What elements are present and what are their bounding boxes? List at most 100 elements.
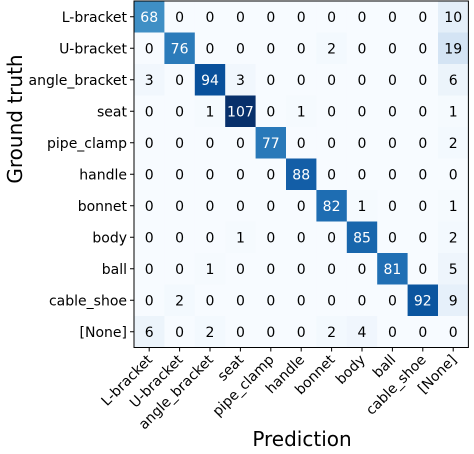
heatmap-cell-r5-c8 [377,158,408,191]
cell-value-label-r7-c5: 0 [297,230,306,246]
heatmap-cell-r3-c5 [286,95,317,128]
heatmap-cell-r10-c7 [346,316,378,348]
cell-value-label-r1-c5: 0 [297,41,306,57]
heatmap-cell-r4-c6 [316,127,348,159]
heatmap-cell-r1-c3 [225,32,256,65]
cell-value-label-r6-c9: 0 [418,199,427,215]
cell-value-label-r0-c10: 10 [444,10,462,26]
cell-value-label-r2-c7: 0 [358,73,367,89]
heatmap-cell-r3-c9 [407,95,439,128]
heatmap-cell-r1-c1 [164,32,196,65]
heatmap-cell-r1-c8 [377,32,408,65]
cell-value-label-r8-c1: 0 [175,262,184,278]
heatmap-cell-r10-c1 [164,316,196,348]
cell-value-label-r9-c2: 0 [206,293,215,309]
heatmap-cell-r8-c10 [438,253,469,285]
heatmap-cell-r8-c3 [225,253,256,285]
heatmap-cell-r0-c5 [286,1,317,33]
cell-value-label-r3-c5: 1 [297,104,306,120]
heatmap-cell-r3-c10 [438,95,469,128]
cell-value-label-r4-c10: 2 [449,136,458,152]
heatmap-cell-r0-c7 [346,1,378,33]
heatmap-cell-r5-c9 [407,158,439,191]
heatmap-cell-r1-c0 [134,32,165,65]
x-tick-labels: L-bracketU-bracketangle_bracketseatpipe_… [99,347,460,433]
heatmap-cell-r4-c1 [164,127,196,159]
heatmap-cell-r0-c3 [225,1,256,33]
heatmap-cell-r10-c0 [134,316,165,348]
heatmap-cell-r9-c0 [134,284,165,317]
cell-value-label-r10-c1: 0 [175,325,184,341]
cell-value-label-r9-c6: 0 [327,293,336,309]
cell-value-label-r7-c8: 0 [388,230,397,246]
heatmap-cell-r8-c2 [194,253,226,285]
cell-value-label-r8-c10: 5 [449,262,458,278]
cell-value-label-r4-c4: 77 [262,136,280,152]
cell-value-label-r5-c0: 0 [145,167,154,183]
heatmap-cell-r8-c4 [255,253,287,285]
cell-value-label-r10-c9: 0 [418,325,427,341]
cell-value-label-r4-c5: 0 [297,136,306,152]
cell-value-label-r7-c3: 1 [236,230,245,246]
x-tick-label-body: body [333,352,369,388]
cell-value-label-r4-c0: 0 [145,136,154,152]
cell-value-label-r1-c3: 0 [236,41,245,57]
cell-value-label-r7-c1: 0 [175,230,184,246]
heatmap-cell-r3-c4 [255,95,287,128]
heatmap-cell-r10-c10 [438,316,469,348]
heatmap-cell-r0-c2 [194,1,226,33]
heatmap-cell-r9-c8 [377,284,408,317]
cell-value-label-r0-c5: 0 [297,10,306,26]
heatmap-cell-r0-c0 [134,1,165,33]
heatmap-cell-r8-c7 [346,253,378,285]
x-axis-label: Prediction [252,427,351,450]
heatmap-cell-r7-c8 [377,221,408,254]
heatmap-cell-r2-c3 [225,64,256,96]
cell-value-label-r6-c3: 0 [236,199,245,215]
heatmap-cell-r9-c10 [438,284,469,317]
cell-value-label-r0-c0: 68 [140,10,158,26]
cell-value-label-r4-c9: 0 [418,136,427,152]
cell-value-label-r7-c9: 0 [418,230,427,246]
cell-value-label-r1-c7: 0 [358,41,367,57]
heatmap-cell-r1-c6 [316,32,348,65]
y-tick-label-none: [None] [80,325,127,341]
cell-value-label-r9-c3: 0 [236,293,245,309]
cell-value-label-r2-c0: 3 [145,73,154,89]
heatmap-cell-r3-c8 [377,95,408,128]
heatmap-cell-r8-c9 [407,253,439,285]
cell-value-label-r2-c4: 0 [266,73,275,89]
cell-value-label-r10-c4: 0 [266,325,275,341]
cell-value-label-r8-c8: 81 [383,262,401,278]
cell-value-label-r3-c6: 0 [327,104,336,120]
cell-value-label-r8-c0: 0 [145,262,154,278]
heatmap-cell-r5-c6 [316,158,348,191]
heatmap-cell-r8-c5 [286,253,317,285]
cell-value-label-r5-c2: 0 [206,167,215,183]
cell-value-label-r3-c7: 0 [358,104,367,120]
heatmap-cell-r3-c6 [316,95,348,128]
cell-value-label-r4-c3: 0 [236,136,245,152]
heatmap-cell-r9-c7 [346,284,378,317]
heatmap-cell-r2-c4 [255,64,287,96]
heatmap-cell-r2-c8 [377,64,408,96]
heatmap-cell-r4-c0 [134,127,165,159]
cell-value-label-r3-c8: 0 [388,104,397,120]
cell-value-label-r1-c6: 2 [327,41,336,57]
heatmap-cell-r2-c9 [407,64,439,96]
y-tick-label-ball: ball [102,262,127,278]
cell-value-label-r9-c10: 9 [449,293,458,309]
heatmap-cell-r10-c3 [225,316,256,348]
heatmap-cell-r4-c7 [346,127,378,159]
heatmap-cell-r2-c6 [316,64,348,96]
cell-value-label-r10-c8: 0 [388,325,397,341]
cell-value-label-r0-c9: 0 [418,10,427,26]
cell-value-label-r9-c5: 0 [297,293,306,309]
heatmap-cell-r3-c1 [164,95,196,128]
cell-value-label-r2-c6: 0 [327,73,336,89]
heatmap-cell-r10-c4 [255,316,287,348]
cell-value-label-r10-c5: 0 [297,325,306,341]
cell-value-label-r4-c8: 0 [388,136,397,152]
